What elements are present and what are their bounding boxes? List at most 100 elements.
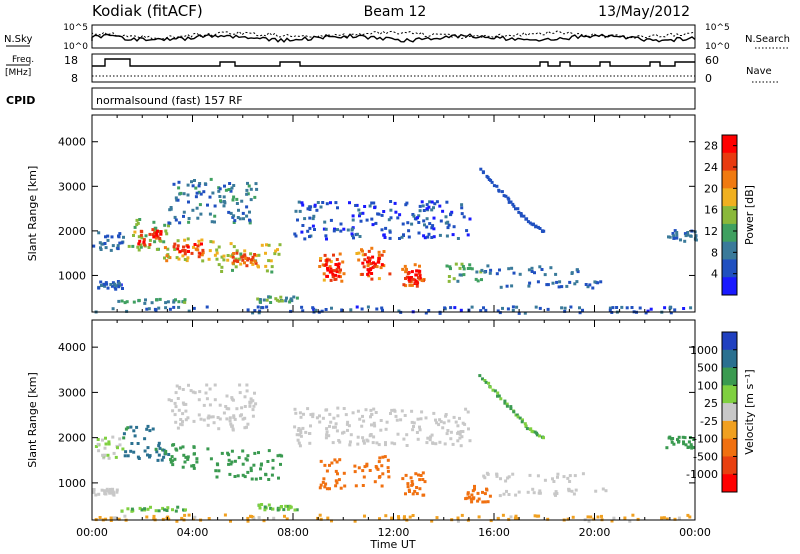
data-cell: [425, 203, 429, 207]
data-cell: [295, 508, 299, 512]
data-cell: [474, 277, 478, 281]
data-cell: [405, 275, 409, 279]
data-cell: [571, 515, 575, 519]
data-cell: [491, 388, 495, 392]
data-cell: [430, 433, 434, 437]
data-cell: [295, 433, 299, 437]
data-cell: [206, 423, 210, 427]
data-cell: [270, 473, 274, 477]
data-cell: [355, 232, 359, 236]
data-cell: [488, 271, 492, 275]
data-cell: [313, 228, 316, 231]
data-cell: [531, 487, 535, 491]
data-cell: [186, 416, 190, 420]
data-cell: [139, 233, 143, 237]
data-cell: [240, 406, 244, 410]
data-cell: [146, 446, 150, 450]
data-cell: [263, 508, 267, 512]
data-cell: [350, 232, 354, 236]
data-cell: [427, 205, 431, 209]
scatter-region-0: [94, 435, 125, 460]
data-cell: [418, 209, 422, 213]
data-cell: [428, 222, 432, 226]
data-cell: [229, 422, 233, 426]
data-cell: [420, 410, 424, 414]
data-cell: [467, 495, 471, 499]
data-cell: [410, 420, 414, 424]
data-cell: [456, 516, 460, 520]
data-cell: [394, 210, 398, 214]
data-cell: [449, 437, 453, 441]
data-cell: [518, 272, 522, 276]
data-cell: [116, 247, 120, 251]
data-cell: [502, 194, 506, 198]
data-cell: [197, 190, 201, 194]
data-cell: [334, 479, 338, 483]
data-cell: [170, 455, 174, 459]
data-cell: [279, 295, 283, 299]
data-cell: [671, 232, 675, 235]
data-cell: [462, 273, 466, 277]
data-cell: [97, 492, 101, 496]
data-cell: [277, 252, 281, 256]
data-cell: [229, 211, 233, 215]
data-cell: [101, 438, 104, 442]
data-cell: [325, 237, 328, 241]
data-cell: [477, 515, 481, 519]
data-cell: [198, 390, 202, 394]
data-cell: [324, 436, 328, 440]
data-cell: [373, 262, 377, 266]
data-cell: [269, 506, 273, 510]
data-cell: [444, 215, 448, 219]
data-cell: [274, 249, 278, 253]
data-cell: [389, 216, 393, 220]
data-cell: [163, 508, 167, 512]
scatter-region-5: [172, 242, 205, 259]
data-cell: [224, 405, 228, 408]
data-cell: [234, 257, 238, 261]
nsky-strip: N.Sky 10^5 10^0 10^5 10^0 N.Search: [4, 23, 790, 52]
data-cell: [518, 416, 522, 420]
data-cell: [208, 403, 212, 407]
data-cell: [575, 280, 579, 284]
data-cell: [338, 270, 342, 274]
data-cell: [334, 263, 338, 266]
data-cell: [682, 440, 685, 444]
data-cell: [232, 245, 236, 249]
data-cell: [258, 298, 262, 301]
data-cell: [191, 184, 195, 188]
data-cell: [143, 243, 147, 247]
data-cell: [225, 394, 229, 398]
y-tick-label: 3000: [58, 386, 86, 399]
data-cell: [323, 220, 327, 224]
x-tick-label: 04:00: [177, 526, 209, 539]
scatter-region-8: [231, 251, 258, 268]
data-cell: [419, 474, 423, 477]
data-cell: [336, 414, 340, 418]
data-cell: [432, 206, 435, 210]
data-cell: [324, 482, 328, 486]
data-cell: [610, 519, 614, 523]
data-cell: [377, 277, 381, 281]
data-cell: [308, 235, 311, 239]
data-cell: [502, 492, 506, 496]
data-cell: [692, 438, 696, 441]
data-cell: [121, 447, 125, 451]
data-cell: [524, 424, 528, 428]
data-cell: [294, 234, 298, 238]
data-cell: [299, 415, 303, 419]
data-cell: [257, 311, 261, 315]
nsky-lo-tick: 10^0: [63, 42, 88, 52]
data-cell: [368, 259, 371, 263]
data-cell: [219, 199, 222, 203]
data-cell: [264, 251, 267, 255]
data-cell: [98, 516, 102, 519]
data-cell: [330, 519, 333, 523]
data-cell: [533, 514, 537, 518]
data-cell: [118, 232, 122, 236]
data-cell: [225, 407, 229, 411]
data-cell: [222, 195, 226, 199]
data-cell: [227, 453, 231, 457]
data-cell: [342, 430, 346, 434]
data-cell: [208, 387, 212, 391]
